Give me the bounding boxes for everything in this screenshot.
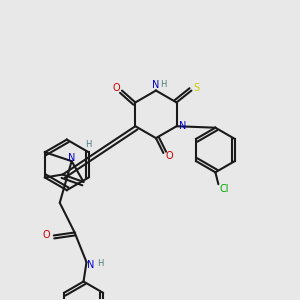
Text: N: N: [179, 121, 186, 131]
Text: O: O: [43, 230, 50, 241]
Text: Cl: Cl: [220, 184, 229, 194]
Text: H: H: [160, 80, 167, 89]
Text: H: H: [97, 259, 103, 268]
Text: S: S: [194, 82, 200, 93]
Text: N: N: [68, 153, 75, 163]
Text: O: O: [166, 151, 173, 161]
Text: O: O: [112, 82, 120, 93]
Text: N: N: [152, 80, 160, 90]
Text: H: H: [85, 140, 92, 149]
Text: N: N: [87, 260, 95, 270]
